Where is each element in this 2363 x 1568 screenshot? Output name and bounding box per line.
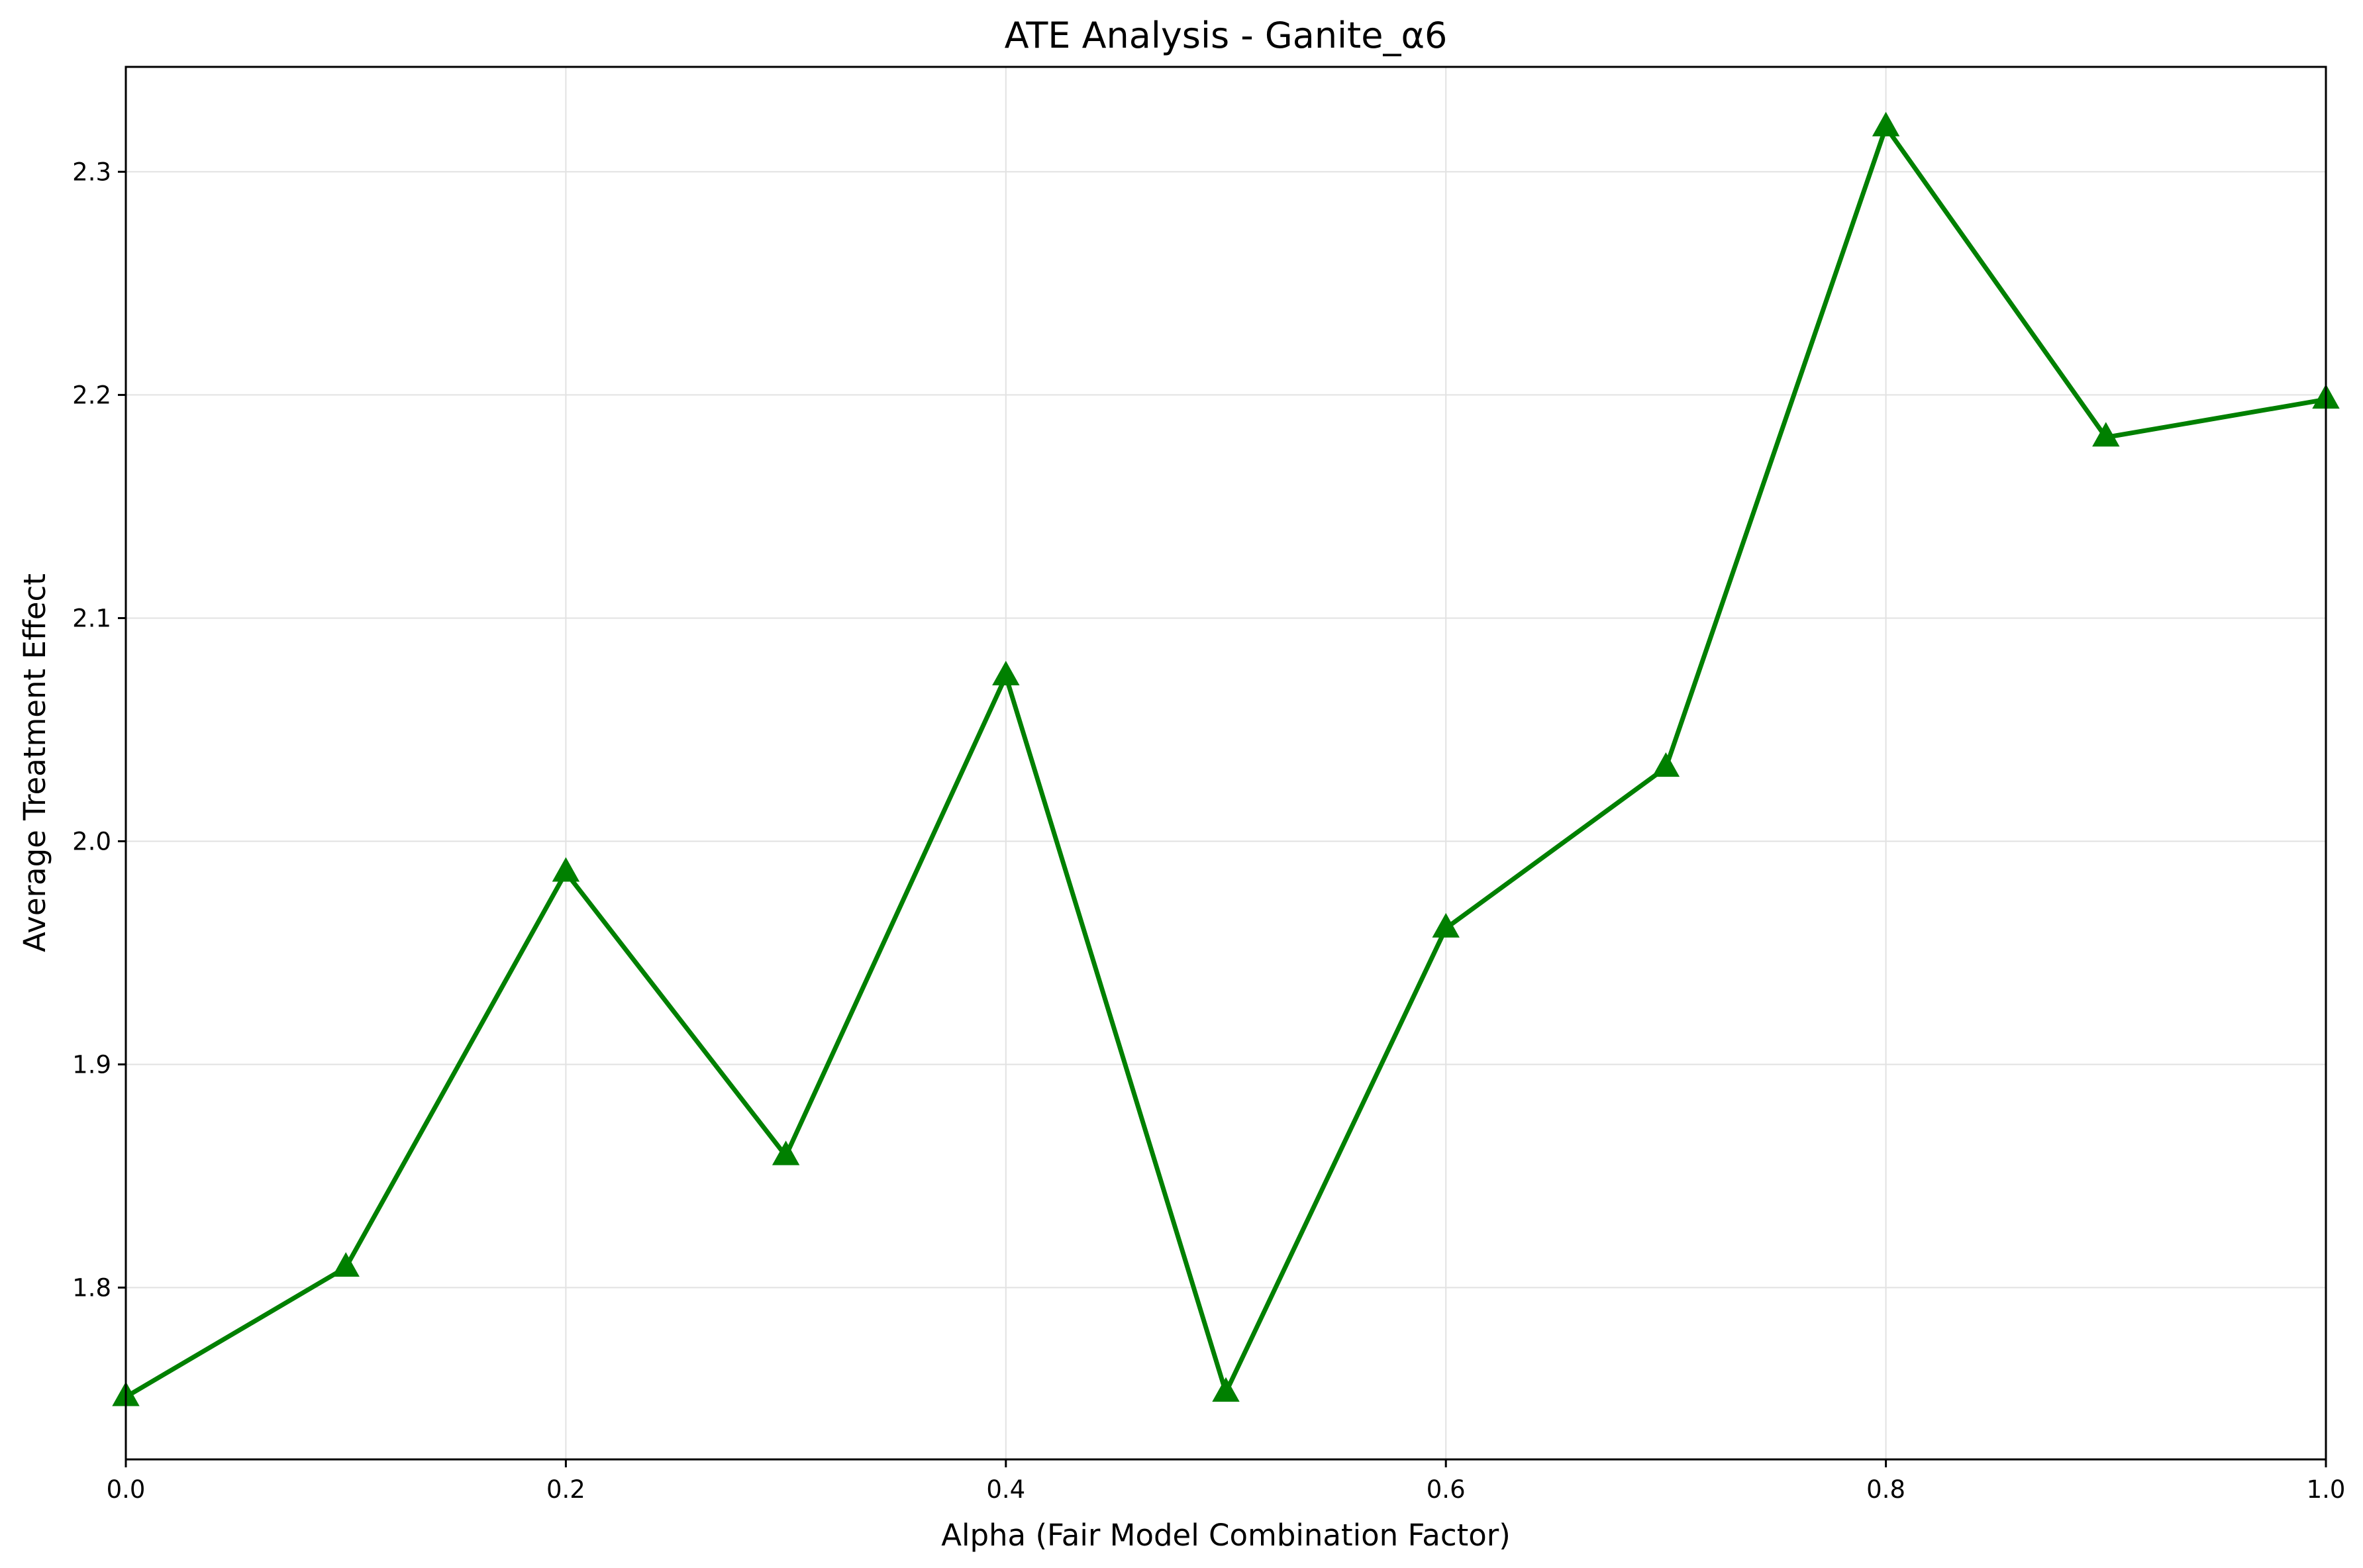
x-axis-ticks: 0.0 0.2 0.4 0.6 0.8 1.0: [107, 1459, 2346, 1504]
x-tick-label: 0.0: [107, 1475, 146, 1504]
data-point-marker: [1212, 1377, 1240, 1402]
data-point-marker: [772, 1140, 800, 1165]
x-tick-label: 0.4: [986, 1475, 1025, 1504]
data-point-marker: [552, 857, 580, 882]
data-point-marker: [332, 1252, 360, 1277]
y-tick-label: 2.2: [72, 381, 111, 409]
y-tick-label: 2.3: [72, 158, 111, 186]
plot-frame: [125, 66, 2327, 1461]
x-tick-label: 0.6: [1427, 1475, 1466, 1504]
x-tick-label: 0.8: [1866, 1475, 1905, 1504]
data-point-marker: [992, 660, 1020, 685]
y-tick-label: 1.9: [72, 1050, 111, 1079]
y-tick-label: 2.1: [72, 604, 111, 632]
y-axis-ticks: 1.8 1.9 2.0 2.1 2.2 2.3: [72, 158, 126, 1302]
data-point-marker: [1432, 912, 1460, 938]
x-axis-label: Alpha (Fair Model Combination Factor): [941, 1518, 1511, 1553]
series-layer: [112, 111, 2340, 1406]
data-point-marker: [2092, 422, 2120, 447]
x-tick-label: 1.0: [2307, 1475, 2346, 1504]
y-axis-label: Average Treatment Effect: [17, 573, 52, 952]
y-tick-label: 1.8: [72, 1273, 111, 1302]
data-point-marker: [1872, 111, 1900, 136]
x-tick-label: 0.2: [546, 1475, 585, 1504]
chart-title: ATE Analysis - Ganite_α6: [1005, 15, 1448, 56]
y-tick-label: 2.0: [72, 827, 111, 856]
data-point-marker: [1652, 752, 1680, 777]
